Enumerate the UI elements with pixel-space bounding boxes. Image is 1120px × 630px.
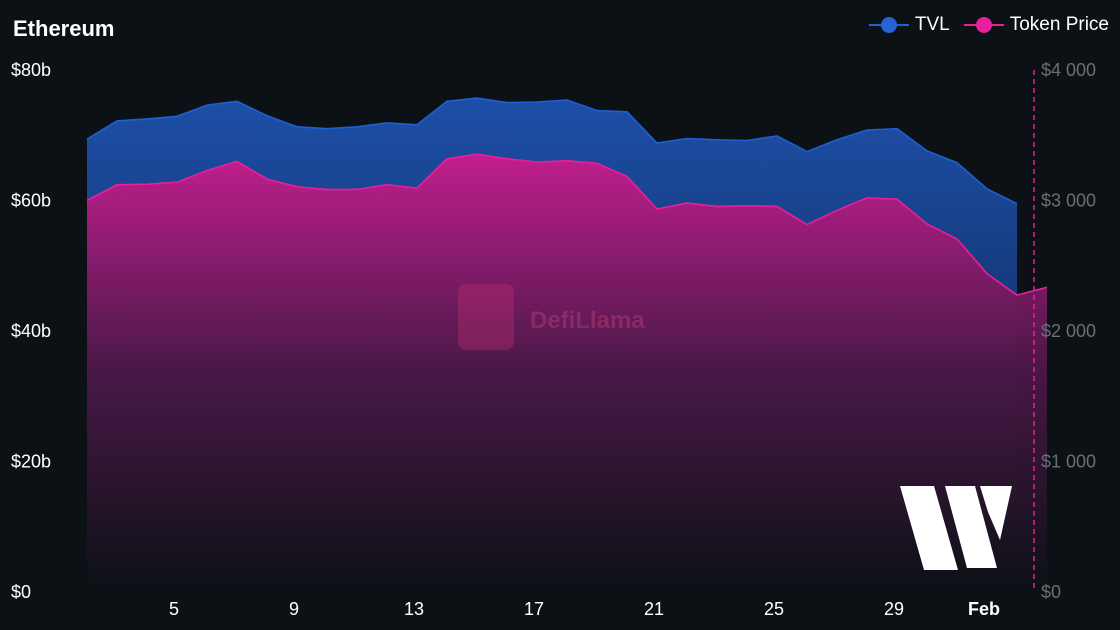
series-areas <box>86 97 1048 592</box>
y-right-tick-label: $2 000 <box>1041 321 1096 341</box>
y-axis-right: $0 $1 000 $2 000 $3 000 $4 000 <box>1041 60 1096 602</box>
y-axis-left: $0 $20b $40b $60b $80b <box>11 60 51 602</box>
defillama-watermark: DefiLlama <box>458 284 645 350</box>
legend-label-tvl: TVL <box>914 14 950 35</box>
chart-title: Ethereum <box>13 16 115 41</box>
legend: TVL Token Price <box>868 14 1109 36</box>
x-axis: 5 9 13 17 21 25 29 Feb <box>169 599 1000 619</box>
y-right-tick-label: $3 000 <box>1041 191 1096 211</box>
legend-label-token-price: Token Price <box>1009 14 1109 35</box>
y-right-tick-label: $0 <box>1041 582 1061 602</box>
y-right-tick-label: $4 000 <box>1041 60 1096 80</box>
y-left-tick-label: $60b <box>11 191 51 211</box>
y-left-tick-label: $20b <box>11 452 51 472</box>
x-tick-label: 17 <box>524 599 544 619</box>
x-tick-label: 25 <box>764 599 784 619</box>
watermark-text: DefiLlama <box>530 307 645 334</box>
x-tick-label: Feb <box>968 599 1000 619</box>
legend-item-tvl[interactable]: TVL <box>868 14 950 36</box>
y-left-tick-label: $80b <box>11 60 51 80</box>
tvl-line <box>86 97 1018 205</box>
y-right-tick-label: $1 000 <box>1041 452 1096 472</box>
y-left-tick-label: $40b <box>11 321 51 341</box>
x-tick-label: 29 <box>884 599 904 619</box>
x-tick-label: 9 <box>289 599 299 619</box>
token-price-area <box>87 154 1047 592</box>
legend-item-token-price[interactable]: Token Price <box>963 14 1109 36</box>
x-tick-label: 13 <box>404 599 424 619</box>
legend-swatch-token-price <box>963 14 1004 36</box>
y-left-tick-label: $0 <box>11 582 31 602</box>
x-tick-label: 21 <box>644 599 664 619</box>
llama-logo-icon <box>458 284 514 350</box>
x-tick-label: 5 <box>169 599 179 619</box>
token-price-line <box>86 153 1048 296</box>
legend-swatch-tvl <box>868 14 909 36</box>
w-logo-icon <box>900 486 1012 570</box>
